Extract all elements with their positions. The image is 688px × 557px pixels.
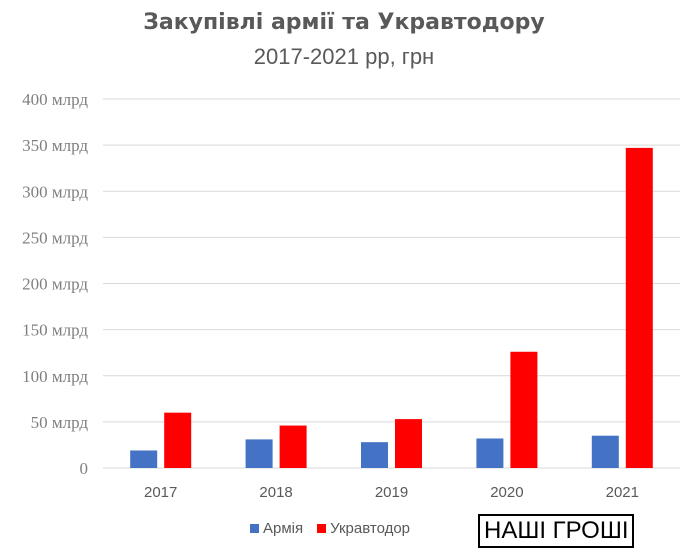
- y-tick-label: 100 млрд: [22, 367, 88, 386]
- legend-item-army: Армія: [250, 520, 303, 537]
- legend-item-ukravtodor: Укравтодор: [317, 520, 410, 537]
- bar-ukravtodor-2017: [164, 412, 192, 468]
- y-tick-label: 0: [80, 459, 89, 478]
- bar-army-2017: [130, 450, 158, 468]
- y-tick-label: 200 млрд: [22, 275, 88, 294]
- bar-ukravtodor-2018: [279, 425, 307, 468]
- bar-army-2019: [361, 442, 388, 468]
- bar-ukravtodor-2021: [625, 147, 653, 468]
- bar-ukravtodor-2020: [510, 351, 538, 468]
- y-tick-label: 300 млрд: [22, 182, 88, 201]
- y-tick-label: 150 млрд: [22, 321, 88, 340]
- bar-ukravtodor-2019: [395, 419, 422, 468]
- legend-swatch-army: [250, 524, 259, 533]
- chart-title: Закупівлі армії та Укравтодору: [143, 10, 545, 35]
- y-tick-label: 350 млрд: [22, 136, 88, 155]
- bar-army-2020: [476, 438, 504, 468]
- y-tick-label: 50 млрд: [31, 413, 89, 432]
- x-tick-label: 2019: [375, 484, 408, 501]
- nashi-groshi-logo: НАШІ ГРОШІ: [478, 514, 635, 548]
- x-tick-label: 2018: [259, 484, 292, 501]
- x-tick-label: 2021: [606, 484, 639, 501]
- y-tick-label: 400 млрд: [22, 90, 88, 109]
- chart-legend: Армія Укравтодор: [250, 520, 424, 537]
- x-tick-label: 2020: [490, 484, 523, 501]
- legend-label-ukravtodor: Укравтодор: [330, 520, 411, 537]
- legend-swatch-ukravtodor: [317, 524, 327, 533]
- y-tick-label: 250 млрд: [22, 228, 88, 247]
- legend-label-army: Армія: [263, 520, 304, 537]
- bar-army-2018: [245, 439, 273, 468]
- x-tick-label: 2017: [144, 484, 177, 501]
- bar-army-2021: [591, 435, 619, 468]
- chart-subtitle: 2017-2021 рр, грн: [253, 44, 435, 69]
